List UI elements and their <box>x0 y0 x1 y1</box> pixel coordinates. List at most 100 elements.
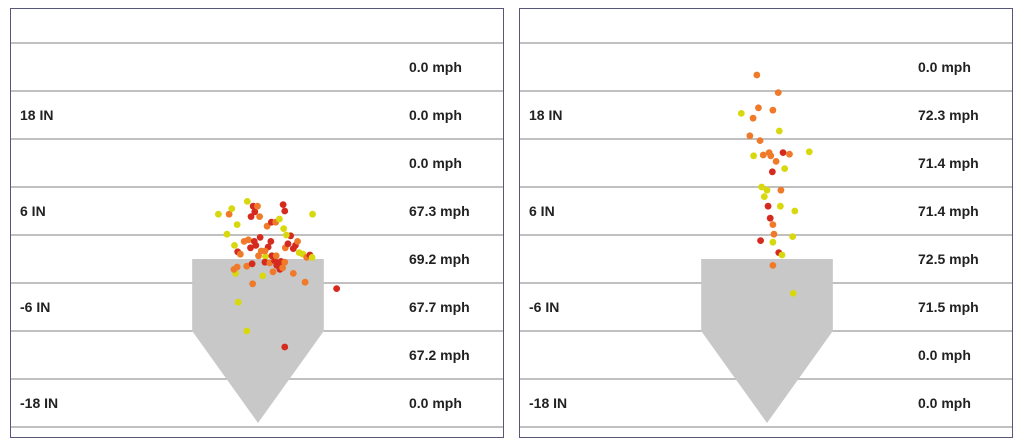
pitch-point <box>769 262 777 269</box>
pitch-point <box>243 327 251 335</box>
pitch-point <box>753 71 761 79</box>
y-tick-label: -18 IN <box>529 395 567 411</box>
pitch-point <box>749 114 757 122</box>
pitch-point <box>243 262 251 270</box>
pitch-point <box>263 222 271 230</box>
speed-label: 72.5 mph <box>918 251 979 267</box>
speed-label: 71.5 mph <box>918 299 979 315</box>
y-tick-label: 6 IN <box>529 203 555 219</box>
speed-label: 0.0 mph <box>918 59 971 75</box>
pitch-point <box>776 202 784 210</box>
pitch-point <box>289 245 297 253</box>
pitch-point <box>230 266 238 273</box>
pitch-point <box>755 104 762 112</box>
speed-label: 71.4 mph <box>918 155 979 171</box>
speed-label: 0.0 mph <box>918 395 971 411</box>
pitch-point <box>284 240 292 248</box>
pitch-point <box>236 250 244 258</box>
pitch-point <box>769 221 777 229</box>
pitch-point <box>281 343 289 351</box>
pitch-point <box>231 242 238 249</box>
pitch-point <box>770 230 778 238</box>
pitch-chart-left: 18 IN 6 IN -6 IN -18 IN 0.0 mph 0.0 mph 0.0 mp… <box>10 8 504 438</box>
pitch-point <box>764 202 772 210</box>
pitch-point <box>276 215 283 223</box>
pitch-point <box>791 207 799 215</box>
pitch-point <box>746 132 754 140</box>
pitch-point <box>247 213 255 221</box>
pitch-point <box>281 258 289 266</box>
pitch-point <box>280 225 288 233</box>
pitch-point <box>259 272 267 280</box>
pitch-point <box>763 186 771 194</box>
pitch-point <box>768 168 776 176</box>
pitch-point <box>333 285 341 292</box>
pitch-point <box>279 201 287 209</box>
pitch-point <box>256 213 264 221</box>
pitch-point <box>261 247 269 255</box>
y-tick-label: 18 IN <box>20 107 53 123</box>
speed-label: 71.4 mph <box>918 203 979 219</box>
pitch-point <box>777 186 785 194</box>
pitch-point <box>228 205 236 213</box>
home-plate-shape <box>192 259 324 423</box>
pitch-point <box>750 152 758 160</box>
speed-label: 67.2 mph <box>409 347 470 363</box>
pitch-point <box>308 254 316 261</box>
pitch-point <box>786 150 793 158</box>
pitch-point <box>233 221 241 229</box>
speed-label: 0.0 mph <box>918 347 971 363</box>
pitch-point <box>269 268 277 276</box>
speed-label: 0.0 mph <box>409 59 462 75</box>
pitch-point <box>252 242 260 249</box>
pitch-point <box>737 110 745 117</box>
pitch-point <box>247 244 254 252</box>
pitch-point <box>769 106 777 114</box>
pitch-point <box>778 251 786 259</box>
pitch-point <box>769 238 777 246</box>
pitch-point <box>234 298 242 306</box>
pitch-point <box>215 210 222 218</box>
pitch-point <box>757 237 764 245</box>
speed-label: 0.0 mph <box>409 107 462 123</box>
pitch-point <box>760 193 768 201</box>
pitch-point <box>282 231 290 239</box>
y-tick-label: -6 IN <box>529 299 559 315</box>
pitch-point <box>225 210 233 218</box>
pitch-point <box>772 158 780 165</box>
home-plate-shape <box>701 259 833 423</box>
pitch-point <box>254 202 261 210</box>
pitch-point <box>301 278 309 286</box>
pitch-point <box>267 238 275 245</box>
y-tick-label: -6 IN <box>20 299 50 315</box>
pitch-point <box>758 183 766 191</box>
pitch-point <box>251 208 259 216</box>
pitch-location-plot-right: 18 IN 6 IN -6 IN -18 IN 0.0 mph 72.3 mph 71.4 … <box>520 42 1012 428</box>
pitch-point <box>243 198 251 205</box>
pitch-point <box>256 234 264 241</box>
speed-label: 72.3 mph <box>918 107 979 123</box>
y-tick-label: 6 IN <box>20 203 46 219</box>
pitch-point <box>309 210 316 218</box>
pitch-point <box>289 270 297 277</box>
pitch-point <box>779 149 787 157</box>
pitch-point <box>766 214 774 222</box>
pitch-point <box>272 252 280 260</box>
pitch-point <box>248 260 256 268</box>
pitch-point <box>249 280 257 288</box>
pitch-point <box>262 253 269 260</box>
pitch-point <box>789 233 797 241</box>
speed-label: 0.0 mph <box>409 395 462 411</box>
pitch-point <box>767 152 775 160</box>
pitch-chart-right: 18 IN 6 IN -6 IN -18 IN 0.0 mph 72.3 mph 71.4 … <box>519 8 1013 438</box>
pitch-location-plot-left: 18 IN 6 IN -6 IN -18 IN 0.0 mph 0.0 mph 0.0 mp… <box>11 42 503 428</box>
pitch-point <box>223 230 231 238</box>
speed-label: 0.0 mph <box>409 155 462 171</box>
pitch-point <box>756 137 764 145</box>
pitch-point <box>759 151 767 159</box>
pitch-point <box>281 207 289 215</box>
pitch-point <box>244 236 252 244</box>
pitch-point <box>279 264 287 272</box>
pitch-point <box>775 127 783 135</box>
speed-label: 69.2 mph <box>409 251 470 267</box>
